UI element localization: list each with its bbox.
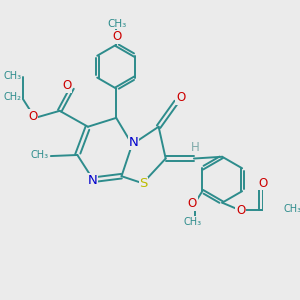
- Text: CH₂: CH₂: [4, 92, 22, 102]
- Text: H: H: [191, 141, 200, 154]
- Text: O: O: [259, 177, 268, 190]
- Text: N: N: [88, 174, 98, 187]
- Text: CH₃: CH₃: [4, 71, 22, 81]
- Text: CH₃: CH₃: [284, 204, 300, 214]
- Text: CH₃: CH₃: [107, 19, 127, 29]
- Text: CH₃: CH₃: [183, 217, 202, 226]
- Text: O: O: [112, 31, 122, 44]
- Text: O: O: [28, 110, 38, 123]
- Text: O: O: [62, 79, 71, 92]
- Text: O: O: [176, 91, 185, 104]
- Text: O: O: [236, 204, 245, 217]
- Text: O: O: [188, 197, 197, 210]
- Text: CH₃: CH₃: [31, 150, 49, 160]
- Text: S: S: [139, 178, 148, 190]
- Text: N: N: [128, 136, 138, 149]
